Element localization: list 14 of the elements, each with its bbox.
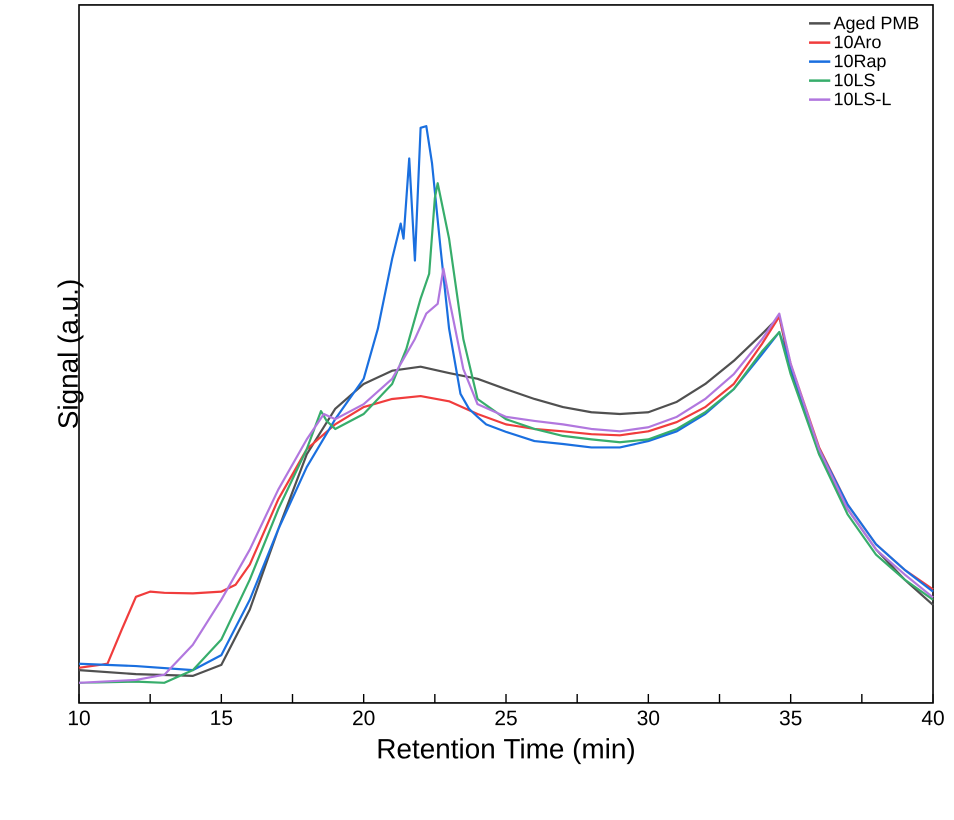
x-tick-label: 10 [68, 710, 90, 726]
x-tick-label: 20 [353, 710, 374, 726]
x-tick-label: 40 [922, 710, 944, 726]
legend-label: 10LS [834, 74, 875, 86]
legend-label: Aged PMB [834, 16, 918, 33]
legend-label: 10Aro [834, 36, 881, 48]
x-tick-label: 25 [495, 710, 517, 726]
x-tick-label: 15 [211, 710, 232, 726]
legend-label: 10Rap [834, 54, 886, 71]
x-tick-label: 35 [780, 710, 802, 726]
legend-label: 10LS-L [834, 92, 891, 106]
y-axis-title: Signal (a.u.) [57, 280, 84, 428]
x-axis-title: Retention Time (min) [378, 738, 634, 764]
x-tick-label: 30 [638, 710, 660, 726]
